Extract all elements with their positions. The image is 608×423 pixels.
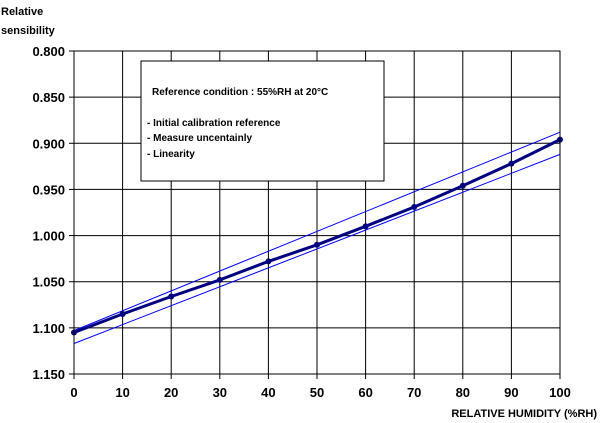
annotation-title: Reference condition : 55%RH at 20°C [152,87,328,98]
data-point [265,258,272,265]
x-tick-label: 20 [164,385,178,400]
data-point [362,223,369,230]
data-point [411,203,418,210]
y-tick-labels: 0.800 0.850 0.900 0.950 1.000 1.050 1.100 1.150 [32,44,65,382]
x-tick-label: 100 [549,385,571,400]
x-tick-label: 70 [407,385,421,400]
y-axis-title-line-2: sensibility [1,25,56,37]
y-tick-label: 0.850 [32,90,65,105]
data-point [168,293,175,300]
data-point [314,241,320,248]
x-tick-label: 0 [70,385,77,400]
y-axis-title-line-1: Relative [1,6,43,18]
data-point [508,160,515,167]
y-tick-label: 1.000 [32,229,65,244]
y-tick-label: 0.950 [32,182,65,197]
y-tick-label: 1.050 [32,275,65,290]
y-tick-label: 1.100 [32,321,65,336]
x-tick-label: 60 [358,385,372,400]
x-tick-label: 80 [456,385,470,400]
y-tick-label: 0.800 [32,44,65,59]
annotation-item-initial-calibration: - Initial calibration reference [147,118,281,129]
annotation-box: Reference condition : 55%RH at 20°C - In… [140,60,385,182]
data-point [216,276,223,283]
x-tick-label: 90 [504,385,518,400]
y-tick-label: 0.900 [32,136,65,151]
x-tick-label: 10 [115,385,129,400]
annotation-frame [140,60,385,182]
x-tick-labels: 0 10 20 30 40 50 60 70 80 90 100 [70,385,570,400]
data-point [119,311,126,318]
x-tick-label: 50 [310,385,324,400]
tolerance-line [73,131,561,332]
data-point [459,182,466,189]
plot-frame [73,50,561,375]
y-tick-label: 1.150 [32,367,65,382]
tolerance-line [73,153,561,344]
x-tick-label: 40 [261,385,275,400]
annotation-item-linearity: - Linearity [147,149,195,160]
data-series [71,131,563,344]
annotation-item-measure-uncertainty: - Measure uncentainly [147,133,252,144]
x-axis-title: RELATIVE HUMIDITY (%RH) [451,408,597,420]
x-tick-label: 30 [213,385,227,400]
